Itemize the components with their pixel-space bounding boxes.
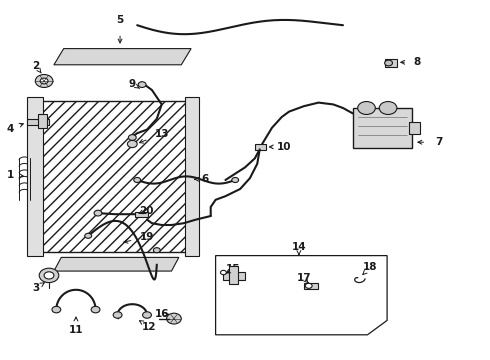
Circle shape [134,177,141,183]
Circle shape [35,75,53,87]
Text: 13: 13 [154,129,169,139]
Polygon shape [54,257,179,271]
Text: 7: 7 [435,137,442,147]
Circle shape [385,60,392,66]
Text: 16: 16 [154,309,169,319]
Text: 17: 17 [296,273,311,283]
Circle shape [220,270,226,275]
Bar [135,212,148,217]
Text: 9: 9 [129,79,136,89]
Circle shape [138,82,146,87]
Polygon shape [216,256,387,335]
Circle shape [153,248,160,253]
Bar [185,97,199,256]
Text: 10: 10 [277,142,292,152]
Circle shape [305,283,312,288]
Bar [229,266,238,284]
Circle shape [232,177,239,183]
Bar [409,122,420,134]
Circle shape [358,102,375,114]
Text: 1: 1 [7,170,14,180]
Bar [38,114,47,128]
Bar [39,101,186,252]
Circle shape [167,313,181,324]
Text: 19: 19 [140,232,154,242]
Text: 6: 6 [201,174,208,184]
Text: 11: 11 [69,325,83,336]
Circle shape [91,306,100,313]
Bar [255,144,266,150]
Bar [27,97,43,256]
Text: 18: 18 [363,262,377,273]
Text: 14: 14 [292,242,306,252]
Bar [27,119,49,125]
Text: 2: 2 [32,61,39,71]
Circle shape [128,135,136,140]
Text: 20: 20 [139,206,153,216]
Circle shape [85,233,92,238]
Text: 4: 4 [6,124,14,134]
Bar [353,108,412,148]
Text: 15: 15 [225,264,240,274]
Circle shape [94,210,102,216]
Circle shape [52,306,61,313]
Circle shape [39,268,59,283]
Bar [385,59,397,67]
Circle shape [40,78,48,84]
Text: 12: 12 [142,322,157,332]
Circle shape [44,272,54,279]
Circle shape [127,140,137,148]
Circle shape [143,312,151,318]
Circle shape [379,102,397,114]
Text: 5: 5 [117,15,123,25]
Bar [223,272,245,280]
Bar [304,283,318,289]
Text: 8: 8 [414,57,421,67]
Circle shape [113,312,122,318]
Text: 3: 3 [32,283,39,293]
Polygon shape [54,49,191,65]
